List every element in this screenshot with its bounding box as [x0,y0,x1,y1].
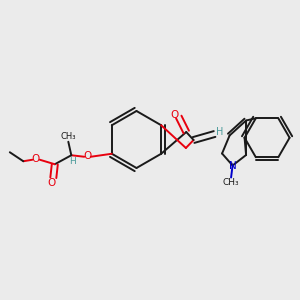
Text: O: O [48,178,56,188]
Text: O: O [170,110,178,120]
Text: H: H [216,127,224,136]
Text: CH₃: CH₃ [61,132,76,141]
Text: O: O [83,151,91,161]
Text: N: N [229,160,236,170]
Text: CH₃: CH₃ [223,178,239,188]
Text: H: H [69,157,76,166]
Text: O: O [32,154,40,164]
